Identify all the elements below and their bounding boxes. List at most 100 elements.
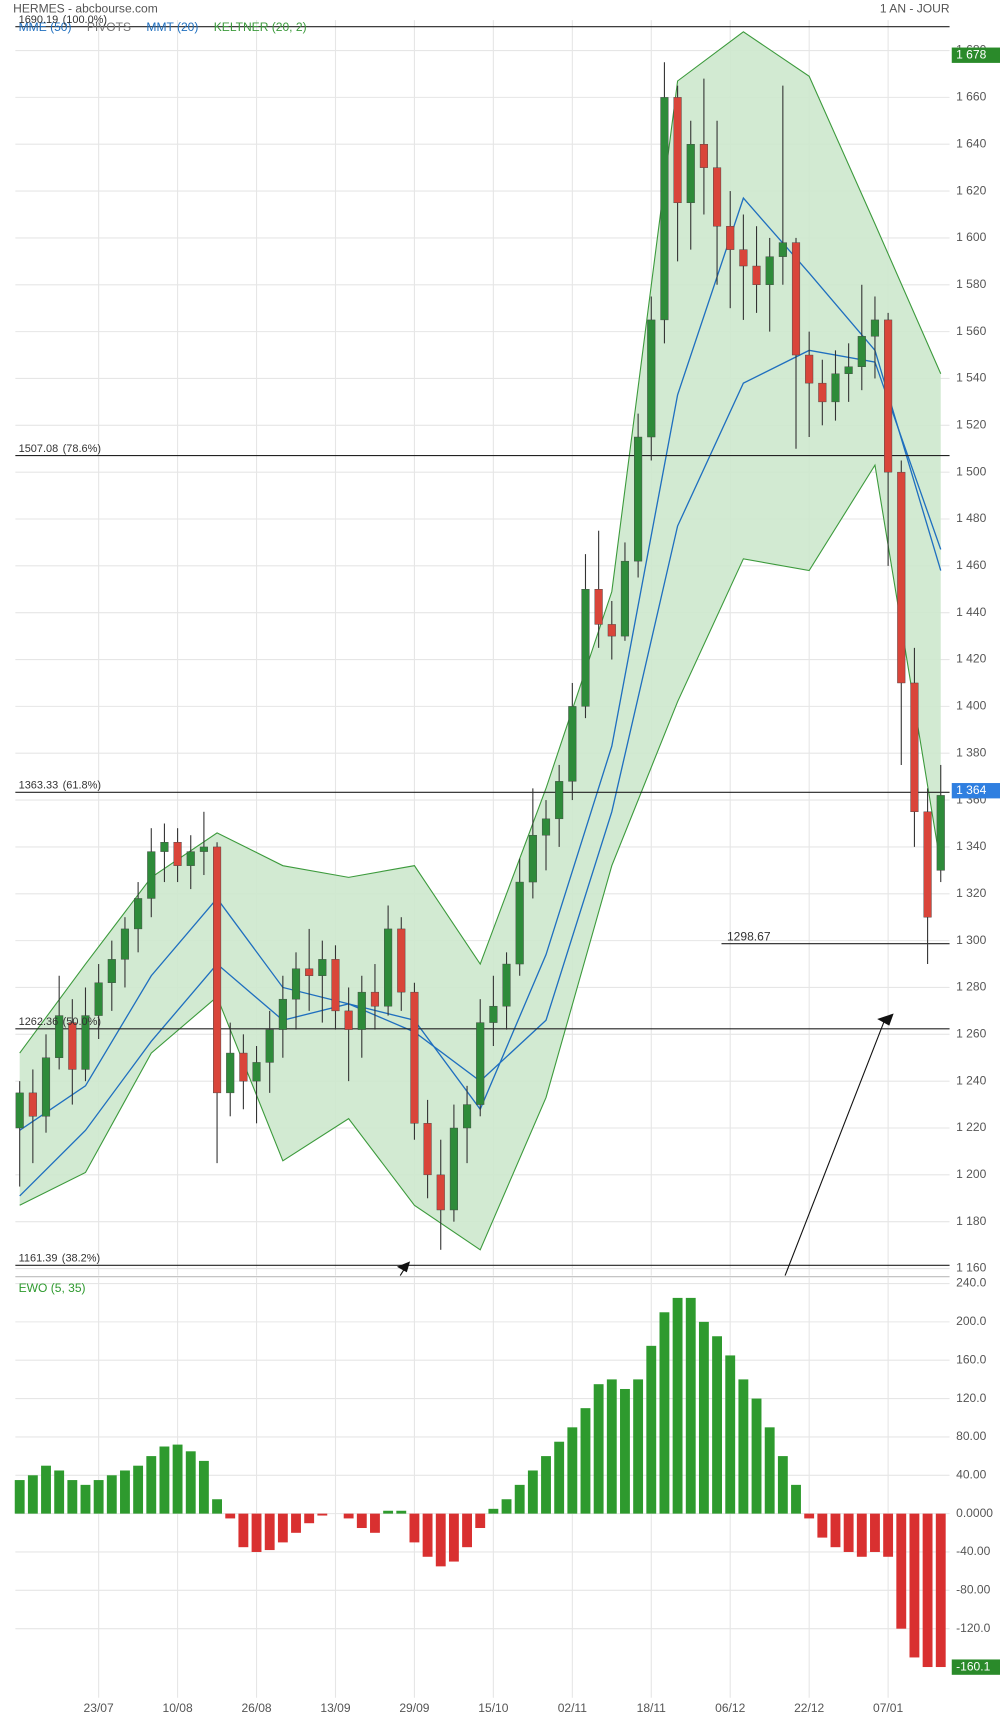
- y-tick-label: -40.00: [956, 1544, 990, 1558]
- ewo-badge: [951, 1659, 1000, 1675]
- candle-body: [120, 928, 130, 960]
- ewo-bar: [27, 1475, 38, 1514]
- ewo-bar: [817, 1513, 828, 1538]
- y-tick-label: 1 580: [956, 277, 986, 291]
- ewo-bar: [593, 1384, 604, 1514]
- ewo-bar: [212, 1499, 222, 1514]
- ewo-bar: [422, 1513, 433, 1557]
- candle-body: [436, 1174, 445, 1211]
- ewo-bar: [120, 1470, 130, 1514]
- ewo-bar: [883, 1513, 894, 1557]
- ewo-bar: [343, 1513, 354, 1519]
- y-tick-label: 1 180: [956, 1214, 986, 1228]
- level-label: 1363.33: [19, 780, 59, 792]
- x-tick-label: 02/11: [558, 1701, 588, 1715]
- x-tick-label: 15/10: [478, 1701, 508, 1715]
- candle-body: [568, 706, 577, 782]
- ewo-bar: [264, 1513, 275, 1551]
- y-tick-label: 1 160: [956, 1261, 986, 1275]
- y-tick-label: 1 540: [956, 371, 986, 385]
- arrow-head: [396, 1261, 411, 1273]
- candle-body: [791, 242, 801, 356]
- legend-item: MMT (20): [146, 20, 198, 34]
- ewo-bar: [238, 1513, 249, 1548]
- y-tick-label: 40.00: [956, 1467, 986, 1481]
- keltner-line: [19, 463, 942, 1251]
- ewo-bar: [870, 1513, 880, 1552]
- y-tick-label: 1 440: [956, 605, 986, 619]
- ewo-bar: [685, 1297, 696, 1514]
- y-tick-label: 1 640: [956, 136, 986, 150]
- candle-body: [620, 560, 630, 637]
- candle-body: [423, 1123, 432, 1176]
- level-pct: (50.0%): [63, 1016, 101, 1028]
- y-tick-label: 80.00: [956, 1429, 986, 1443]
- candle-body: [15, 1092, 24, 1129]
- price-badge: [951, 783, 1000, 799]
- y-tick-label: 1 260: [956, 1026, 986, 1040]
- x-tick-label: 26/08: [241, 1701, 271, 1715]
- ewo-bar: [580, 1408, 591, 1514]
- candle-body: [81, 1015, 90, 1070]
- y-tick-label: 1 460: [956, 558, 986, 572]
- candle-body: [805, 354, 814, 384]
- candle-body: [226, 1052, 235, 1094]
- candle-body: [68, 1022, 77, 1070]
- y-tick-label: 1 620: [956, 183, 986, 197]
- ewo-bar: [698, 1321, 709, 1514]
- candle-body: [397, 928, 406, 993]
- y-tick-label: 1 220: [956, 1120, 986, 1134]
- y-tick-label: 120.0: [956, 1391, 986, 1405]
- candle-body: [41, 1057, 51, 1117]
- candle-body: [555, 781, 564, 820]
- ewo-bar: [672, 1297, 683, 1514]
- candle-body: [134, 898, 143, 930]
- ewo-bar: [304, 1513, 315, 1524]
- level-pct: (100.0%): [63, 14, 107, 26]
- ewo-bar: [830, 1513, 841, 1548]
- candle-body: [291, 968, 301, 1000]
- keltner-fill: [19, 31, 941, 1250]
- x-tick-label: 22/12: [794, 1701, 824, 1715]
- ewo-bar: [14, 1480, 25, 1514]
- level-label: 1262.36: [19, 1016, 59, 1028]
- candle-body: [370, 991, 380, 1007]
- ewo-bar: [448, 1513, 459, 1562]
- candle-body: [213, 846, 222, 1094]
- ewo-bar: [567, 1427, 578, 1514]
- arrow-head: [877, 1013, 894, 1026]
- candle-body: [502, 963, 511, 1007]
- candle-body: [318, 959, 327, 976]
- ewo-bar: [198, 1460, 209, 1514]
- x-tick-label: 06/12: [715, 1701, 745, 1715]
- ewo-bar: [935, 1513, 946, 1668]
- ewo-bar: [909, 1513, 920, 1658]
- x-tick-label: 18/11: [637, 1701, 667, 1715]
- ewo-bar: [501, 1499, 512, 1514]
- legend-item: KELTNER (20, 2): [214, 20, 307, 34]
- keltner-line: [19, 31, 942, 1054]
- level-label: 1507.08: [19, 443, 59, 455]
- candle-body: [581, 589, 590, 707]
- y-tick-label: 1 520: [956, 417, 986, 431]
- candle-body: [515, 881, 524, 965]
- level-label: 1690.19: [19, 14, 59, 26]
- y-tick-label: 1 560: [956, 324, 986, 338]
- ewo-bar: [133, 1465, 144, 1514]
- y-tick-label: -80.00: [956, 1583, 990, 1597]
- ewo-bar: [159, 1446, 170, 1514]
- ewo-bar: [856, 1513, 867, 1557]
- candle-body: [594, 589, 603, 625]
- x-tick-label: 07/01: [873, 1701, 903, 1715]
- y-tick-label: 1 340: [956, 839, 986, 853]
- ewo-bar: [527, 1470, 538, 1514]
- candle-body: [489, 1005, 498, 1023]
- y-tick-label: 0.0000: [956, 1506, 993, 1520]
- ewo-bar: [777, 1456, 788, 1514]
- candle-body: [265, 1029, 274, 1063]
- price-badge-label: 1 678: [956, 47, 986, 61]
- ewo-bar: [922, 1513, 933, 1668]
- ewo-bar: [659, 1312, 670, 1514]
- candle-body: [778, 242, 787, 257]
- legend-item: PIVOTS: [87, 20, 131, 34]
